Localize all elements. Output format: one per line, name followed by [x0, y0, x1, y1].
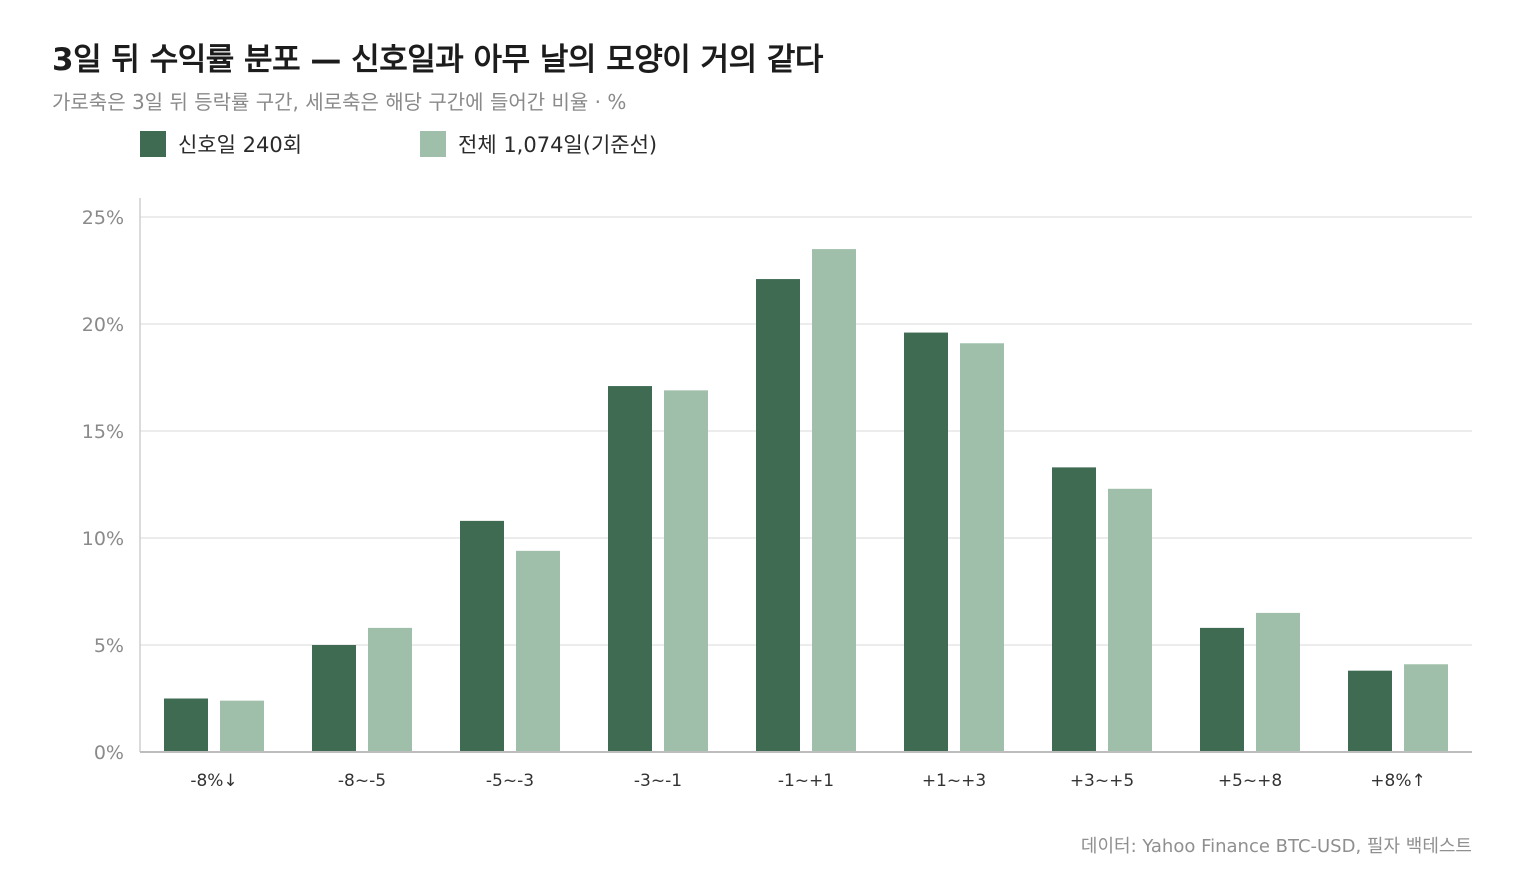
legend-label-signal: 신호일 240회: [178, 133, 303, 157]
y-tick-label: 20%: [82, 314, 124, 336]
x-tick-label: -3~-1: [634, 771, 682, 791]
bar-baseline: [812, 249, 856, 752]
bar-baseline: [664, 390, 708, 752]
x-tick-label: -8%↓: [190, 771, 237, 791]
bar-baseline: [220, 700, 264, 752]
bar-signal: [756, 279, 800, 752]
x-tick-label: -1~+1: [778, 771, 834, 791]
y-tick-label: 15%: [82, 421, 124, 443]
y-tick-label: 10%: [82, 528, 124, 550]
chart-title: 3일 뒤 수익률 분포 — 신호일과 아무 날의 모양이 거의 같다: [52, 42, 823, 78]
chart-subtitle: 가로축은 3일 뒤 등락률 구간, 세로축은 해당 구간에 들어간 비율 · %: [52, 90, 627, 114]
y-tick-label: 0%: [94, 742, 124, 764]
bar-baseline: [1404, 664, 1448, 752]
x-tick-label: -5~-3: [486, 771, 534, 791]
bar-signal: [164, 698, 208, 752]
y-tick-label: 25%: [82, 207, 124, 229]
bar-signal: [904, 332, 948, 752]
bar-baseline: [960, 343, 1004, 752]
x-tick-label: -8~-5: [338, 771, 386, 791]
bar-baseline: [1256, 612, 1300, 752]
source-note: 데이터: Yahoo Finance BTC-USD, 필자 백테스트: [1080, 836, 1472, 857]
bar-signal: [1348, 670, 1392, 752]
bar-signal: [312, 645, 356, 752]
x-tick-label: +8%↑: [1370, 771, 1425, 791]
bar-baseline: [368, 627, 412, 752]
legend-label-baseline: 전체 1,074일(기준선): [458, 133, 658, 157]
legend-swatch-signal: [140, 131, 166, 157]
legend-item-signal: 신호일 240회: [140, 130, 302, 158]
bar-signal: [1200, 627, 1244, 752]
legend-swatch-baseline: [420, 131, 446, 157]
legend-item-baseline: 전체 1,074일(기준선): [420, 130, 657, 158]
x-tick-label: +3~+5: [1070, 771, 1134, 791]
bar-baseline: [1108, 488, 1152, 752]
bar-signal: [608, 386, 652, 752]
bar-signal: [1052, 467, 1096, 752]
y-tick-label: 5%: [94, 635, 124, 657]
bar-signal: [460, 520, 504, 752]
x-tick-label: +1~+3: [922, 771, 986, 791]
x-tick-label: +5~+8: [1218, 771, 1282, 791]
bar-baseline: [516, 550, 560, 752]
